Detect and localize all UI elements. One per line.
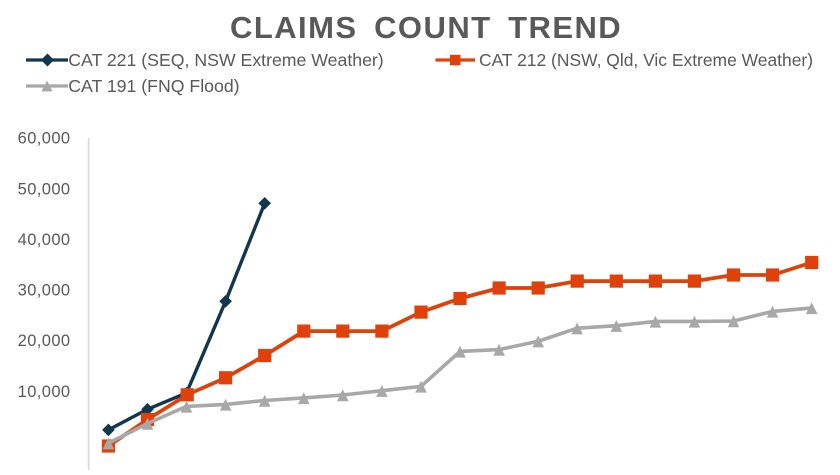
svg-text:CLAIMS COUNT TREND: CLAIMS COUNT TREND — [230, 10, 622, 45]
svg-text:50,000: 50,000 — [18, 180, 71, 198]
svg-text:40,000: 40,000 — [18, 231, 71, 249]
svg-text:CAT 221 (SEQ, NSW Extreme Weat: CAT 221 (SEQ, NSW Extreme Weather) — [68, 50, 384, 70]
svg-text:30,000: 30,000 — [18, 282, 71, 300]
svg-text:CAT 212 (NSW, Qld, Vic Extreme: CAT 212 (NSW, Qld, Vic Extreme Weather) — [479, 50, 813, 70]
svg-text:60,000: 60,000 — [18, 130, 71, 148]
svg-text:CAT 191 (FNQ Flood): CAT 191 (FNQ Flood) — [68, 76, 239, 96]
svg-text:10,000: 10,000 — [18, 383, 71, 401]
svg-text:20,000: 20,000 — [18, 332, 71, 350]
